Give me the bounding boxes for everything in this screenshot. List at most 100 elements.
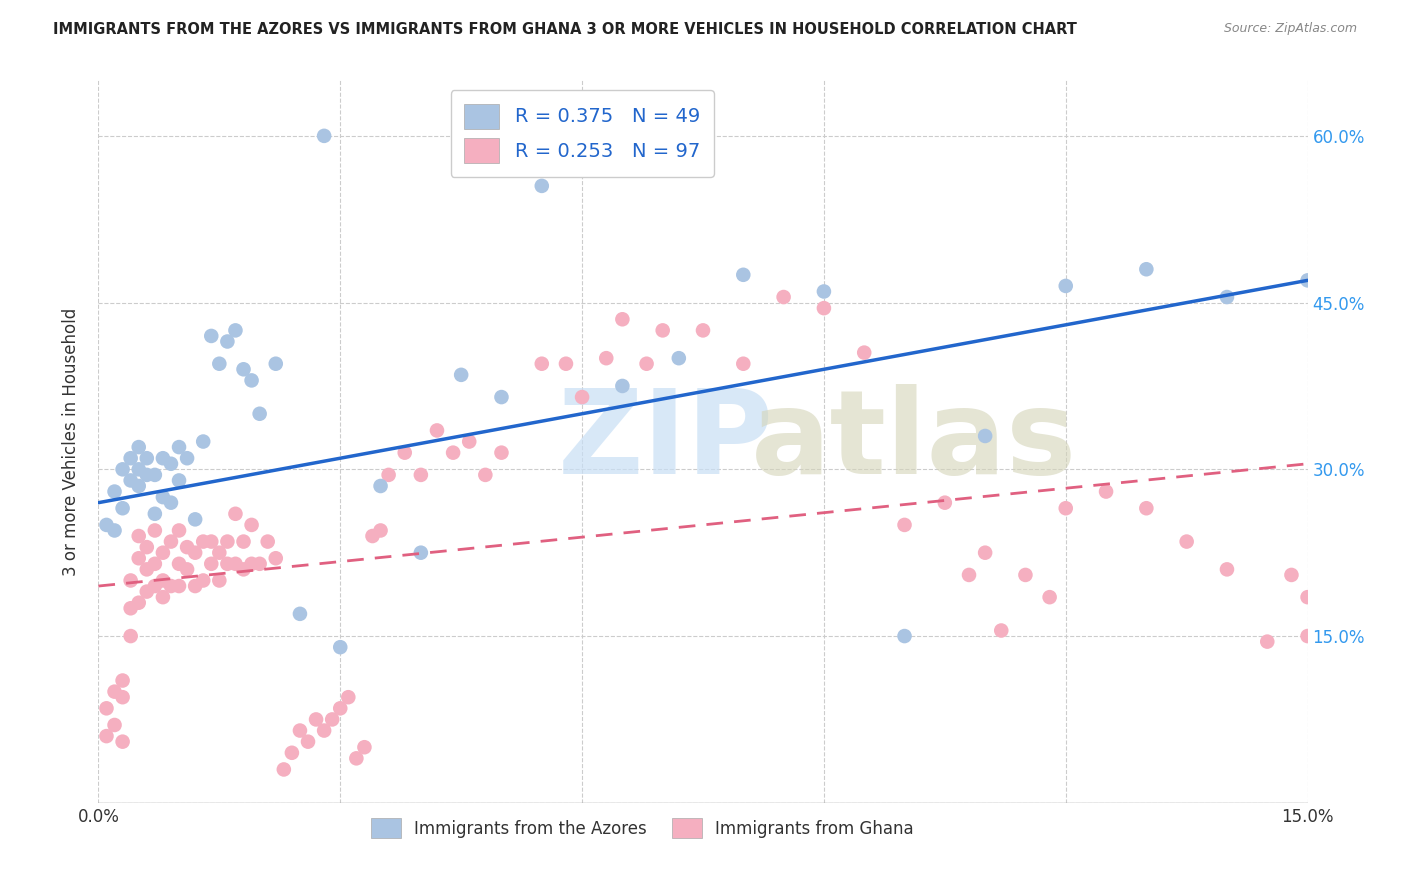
Point	[974, 546, 997, 560]
Point	[184, 546, 207, 560]
Point	[135, 562, 157, 576]
Point	[733, 357, 755, 371]
Point	[208, 357, 231, 371]
Point	[240, 517, 263, 532]
Text: ZIP: ZIP	[558, 384, 773, 499]
Point	[636, 357, 658, 371]
Point	[184, 512, 207, 526]
Point	[853, 345, 876, 359]
Point	[160, 496, 183, 510]
Point	[297, 734, 319, 748]
Point	[337, 690, 360, 705]
Point	[111, 690, 134, 705]
Point	[232, 362, 254, 376]
Point	[668, 351, 690, 366]
Point	[167, 524, 190, 538]
Point	[1175, 534, 1198, 549]
Point	[96, 729, 118, 743]
Point	[249, 557, 271, 571]
Point	[167, 474, 190, 488]
Point	[208, 574, 231, 588]
Point	[111, 673, 134, 688]
Point	[193, 574, 215, 588]
Point	[491, 390, 513, 404]
Point	[240, 373, 263, 387]
Point	[200, 534, 222, 549]
Point	[344, 751, 367, 765]
Point	[974, 429, 997, 443]
Point	[1281, 568, 1303, 582]
Point	[217, 557, 239, 571]
Point	[893, 517, 915, 532]
Point	[128, 479, 150, 493]
Point	[96, 701, 118, 715]
Point	[273, 763, 295, 777]
Point	[1256, 634, 1278, 648]
Point	[160, 534, 183, 549]
Point	[1296, 590, 1319, 604]
Point	[111, 734, 134, 748]
Point	[571, 390, 593, 404]
Point	[176, 540, 198, 554]
Point	[555, 357, 578, 371]
Point	[441, 445, 464, 459]
Point	[264, 357, 287, 371]
Point	[152, 546, 174, 560]
Point	[111, 501, 134, 516]
Point	[103, 484, 125, 499]
Point	[167, 440, 190, 454]
Point	[426, 424, 449, 438]
Point	[813, 301, 835, 315]
Point	[135, 467, 157, 482]
Point	[1135, 262, 1157, 277]
Point	[733, 268, 755, 282]
Point	[120, 629, 142, 643]
Point	[394, 445, 416, 459]
Point	[370, 524, 392, 538]
Point	[1216, 290, 1239, 304]
Point	[288, 723, 311, 738]
Point	[120, 451, 142, 466]
Point	[1095, 484, 1118, 499]
Point	[103, 684, 125, 698]
Point	[103, 718, 125, 732]
Point	[135, 451, 157, 466]
Point	[152, 490, 174, 504]
Legend: Immigrants from the Azores, Immigrants from Ghana: Immigrants from the Azores, Immigrants f…	[364, 812, 921, 845]
Point	[934, 496, 956, 510]
Point	[103, 524, 125, 538]
Point	[1135, 501, 1157, 516]
Point	[249, 407, 271, 421]
Point	[1014, 568, 1036, 582]
Point	[377, 467, 399, 482]
Point	[128, 529, 150, 543]
Point	[314, 128, 336, 143]
Point	[329, 701, 352, 715]
Point	[530, 178, 553, 193]
Point	[329, 640, 352, 655]
Point	[353, 740, 375, 755]
Point	[813, 285, 835, 299]
Point	[167, 579, 190, 593]
Point	[128, 440, 150, 454]
Point	[128, 551, 150, 566]
Point	[491, 445, 513, 459]
Point	[264, 551, 287, 566]
Point	[200, 557, 222, 571]
Point	[96, 517, 118, 532]
Point	[458, 434, 481, 449]
Point	[1054, 279, 1077, 293]
Point	[1296, 273, 1319, 287]
Y-axis label: 3 or more Vehicles in Household: 3 or more Vehicles in Household	[62, 308, 80, 575]
Point	[990, 624, 1012, 638]
Point	[1039, 590, 1062, 604]
Point	[612, 312, 634, 326]
Point	[321, 713, 343, 727]
Point	[474, 467, 496, 482]
Point	[409, 467, 432, 482]
Point	[224, 507, 246, 521]
Point	[176, 451, 198, 466]
Point	[1216, 562, 1239, 576]
Point	[176, 562, 198, 576]
Point	[111, 462, 134, 476]
